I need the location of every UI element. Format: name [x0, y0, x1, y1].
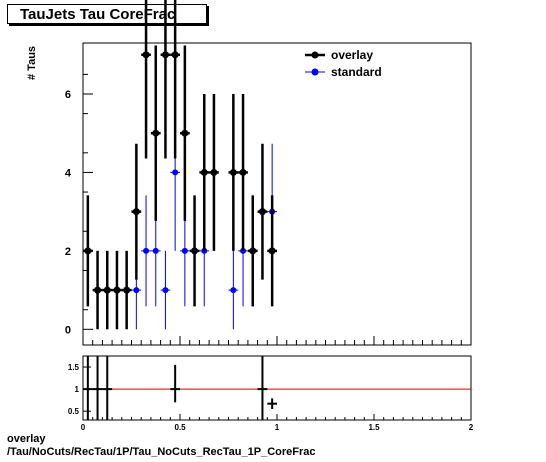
overlay-point	[239, 168, 247, 176]
legend-label-standard: standard	[331, 65, 382, 79]
ratio-x-tick-label: 2	[469, 423, 474, 432]
overlay-series	[83, 0, 277, 330]
overlay-point	[249, 247, 257, 255]
overlay-point	[84, 247, 92, 255]
overlay-point	[94, 286, 102, 294]
overlay-point	[132, 208, 140, 216]
legend-marker-standard	[311, 68, 319, 76]
standard-point	[143, 247, 150, 254]
y-tick-label: 2	[65, 246, 71, 258]
standard-point	[152, 247, 159, 254]
overlay-point	[171, 51, 179, 59]
overlay-point	[200, 168, 208, 176]
overlay-point	[229, 168, 237, 176]
ratio-series	[83, 356, 277, 420]
footer-label: overlay	[7, 433, 46, 445]
overlay-point	[161, 51, 169, 59]
overlay-point	[123, 286, 131, 294]
standard-point	[133, 287, 140, 294]
legend-marker-overlay	[311, 51, 319, 59]
standard-point	[162, 287, 169, 294]
y-tick-label: 6	[65, 89, 71, 101]
ratio-y-tick-label: 1.5	[68, 363, 80, 372]
chart-title: TauJets Tau CoreFrac	[7, 4, 207, 24]
main-plot-frame	[82, 42, 472, 346]
ratio-plot-frame	[82, 355, 472, 421]
ratio-x-tick-label: 0	[81, 423, 86, 432]
footer-path: /Tau/NoCuts/RecTau/1P/Tau_NoCuts_RecTau_…	[7, 446, 316, 458]
standard-point	[230, 287, 237, 294]
overlay-point	[258, 208, 266, 216]
overlay-point	[181, 129, 189, 137]
overlay-point	[152, 129, 160, 137]
overlay-point	[268, 247, 276, 255]
y-tick-label: 0	[65, 324, 71, 336]
overlay-point	[210, 168, 218, 176]
legend-label-overlay: overlay	[331, 48, 373, 62]
ratio-y-tick-label: 0.5	[68, 407, 80, 416]
ratio-y-tick-label: 1	[75, 385, 80, 394]
overlay-point	[113, 286, 121, 294]
overlay-point	[142, 51, 150, 59]
overlay-point	[103, 286, 111, 294]
y-axis-label: # Taus	[26, 46, 38, 80]
standard-point	[172, 169, 179, 176]
overlay-point	[191, 247, 199, 255]
ratio-x-tick-label: 0.5	[174, 423, 186, 432]
y-tick-label: 4	[65, 167, 72, 179]
standard-point	[181, 247, 188, 254]
ratio-x-tick-label: 1	[275, 423, 280, 432]
ratio-x-tick-label: 1.5	[368, 423, 380, 432]
